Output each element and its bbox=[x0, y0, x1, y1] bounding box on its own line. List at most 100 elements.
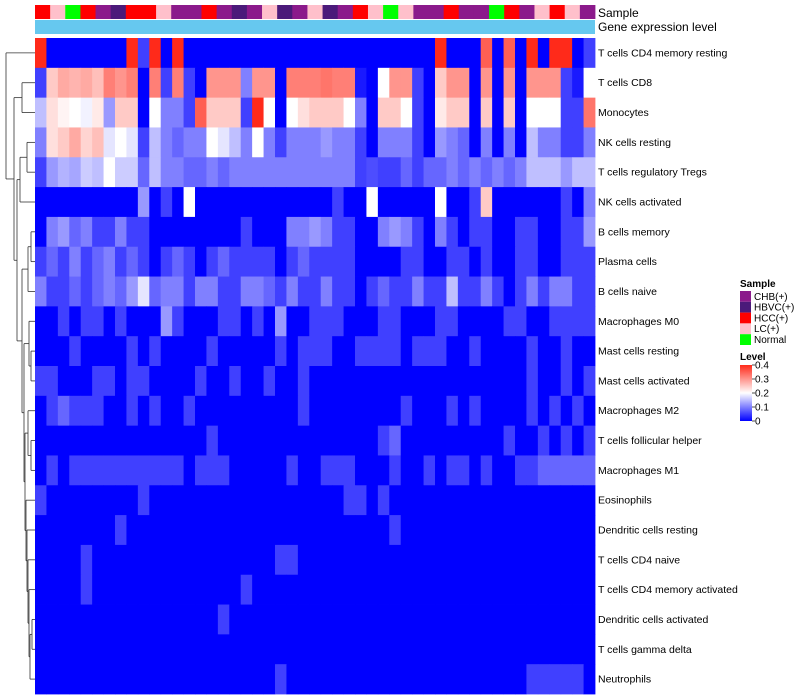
heatmap-cell bbox=[69, 664, 82, 695]
row-label: NK cells resting bbox=[598, 137, 671, 149]
heatmap-cell bbox=[389, 306, 402, 337]
heatmap-cell bbox=[480, 366, 493, 397]
heatmap-cell bbox=[217, 425, 230, 456]
heatmap-cell bbox=[572, 366, 584, 397]
heatmap-cell bbox=[263, 127, 276, 158]
heatmap-cell bbox=[469, 336, 482, 367]
heatmap-cell bbox=[583, 425, 596, 456]
heatmap-cell bbox=[206, 97, 219, 128]
row-label: NK cells activated bbox=[598, 197, 682, 209]
heatmap-cell bbox=[126, 455, 139, 486]
heatmap-cell bbox=[309, 485, 322, 516]
row-label: T cells follicular helper bbox=[598, 435, 702, 447]
heatmap-cell bbox=[206, 216, 219, 248]
heatmap-cell bbox=[46, 515, 59, 546]
heatmap-cell bbox=[389, 544, 402, 576]
heatmap-cell bbox=[446, 366, 459, 397]
heatmap-cell bbox=[355, 276, 367, 307]
heatmap-cell bbox=[469, 246, 482, 277]
heatmap-cell bbox=[320, 455, 333, 486]
heatmap-cell bbox=[320, 544, 333, 576]
heatmap-cell bbox=[69, 157, 82, 188]
heatmap-cell bbox=[583, 127, 596, 158]
level-tick-label: 0.1 bbox=[755, 403, 769, 414]
heatmap-cell bbox=[457, 157, 470, 188]
heatmap-cell bbox=[103, 187, 116, 218]
heatmap-cell bbox=[400, 336, 413, 367]
heatmap-cell bbox=[389, 157, 402, 188]
heatmap-cell bbox=[57, 634, 70, 665]
sample-annotation-cell bbox=[156, 5, 172, 19]
heatmap-cell bbox=[92, 336, 104, 367]
heatmap-cell bbox=[229, 544, 242, 576]
heatmap-cell bbox=[195, 544, 207, 576]
row-label: Neutrophils bbox=[598, 674, 651, 686]
heatmap-cell bbox=[457, 634, 470, 665]
heatmap-cell bbox=[252, 634, 264, 665]
heatmap-cell bbox=[57, 216, 70, 248]
row-label: Macrophages M2 bbox=[598, 405, 679, 417]
heatmap-cell bbox=[183, 246, 196, 277]
heatmap-cell bbox=[366, 544, 379, 576]
heatmap-cell bbox=[457, 366, 470, 397]
heatmap-cell bbox=[572, 544, 584, 576]
heatmap-cell bbox=[480, 187, 493, 218]
heatmap-cell bbox=[217, 306, 230, 337]
heatmap-cell bbox=[92, 127, 104, 158]
heatmap-cell bbox=[492, 544, 504, 576]
heatmap-cell bbox=[435, 515, 447, 546]
heatmap-cell bbox=[446, 38, 459, 69]
row-label: T cells CD4 naive bbox=[598, 554, 680, 566]
heatmap-cell bbox=[252, 604, 264, 635]
heatmap-cell bbox=[537, 455, 550, 486]
heatmap-cell bbox=[389, 366, 402, 397]
heatmap-cell bbox=[343, 515, 356, 546]
heatmap-cell bbox=[286, 216, 299, 248]
heatmap-cell bbox=[309, 336, 322, 367]
heatmap-cell bbox=[275, 425, 287, 456]
heatmap-cell bbox=[252, 455, 264, 486]
heatmap-cell bbox=[572, 97, 584, 128]
heatmap-cell bbox=[160, 366, 173, 397]
heatmap-cell bbox=[172, 306, 184, 337]
heatmap-cell bbox=[46, 38, 59, 69]
heatmap-cell bbox=[126, 38, 139, 69]
sample-annotation-cell bbox=[80, 5, 96, 19]
heatmap-cell bbox=[35, 515, 47, 546]
heatmap-cell bbox=[263, 38, 276, 69]
heatmap-cell bbox=[149, 157, 162, 188]
heatmap-cell bbox=[206, 544, 219, 576]
heatmap-cell bbox=[46, 485, 59, 516]
heatmap-cell bbox=[35, 306, 47, 337]
heatmap-cell bbox=[137, 634, 150, 665]
heatmap-cell bbox=[423, 336, 436, 367]
heatmap-cell bbox=[503, 574, 516, 605]
heatmap-cell bbox=[469, 574, 482, 605]
heatmap-cell bbox=[423, 276, 436, 307]
heatmap-cell bbox=[480, 664, 493, 695]
heatmap-cell bbox=[286, 634, 299, 665]
heatmap-cell bbox=[172, 336, 184, 367]
heatmap-cell bbox=[355, 246, 367, 277]
heatmap-cell bbox=[217, 664, 230, 695]
heatmap-cell bbox=[297, 574, 310, 605]
heatmap-cell bbox=[423, 664, 436, 695]
heatmap-cell bbox=[183, 664, 196, 695]
heatmap-cell bbox=[240, 485, 253, 516]
heatmap-cell bbox=[560, 216, 573, 248]
heatmap-cell bbox=[400, 246, 413, 277]
heatmap-cell bbox=[572, 574, 584, 605]
heatmap-cell bbox=[206, 604, 219, 635]
level-tick-label: 0.4 bbox=[755, 361, 769, 372]
heatmap-cell bbox=[469, 425, 482, 456]
heatmap-cell bbox=[480, 97, 493, 128]
heatmap-cell bbox=[172, 127, 184, 158]
heatmap-cell bbox=[263, 425, 276, 456]
heatmap-cell bbox=[57, 38, 70, 69]
heatmap-cell bbox=[115, 187, 127, 218]
heatmap-cell bbox=[183, 574, 196, 605]
heatmap-cell bbox=[195, 38, 207, 69]
heatmap-cell bbox=[537, 366, 550, 397]
heatmap-cell bbox=[229, 97, 242, 128]
sample-annotation-cell bbox=[125, 5, 142, 19]
